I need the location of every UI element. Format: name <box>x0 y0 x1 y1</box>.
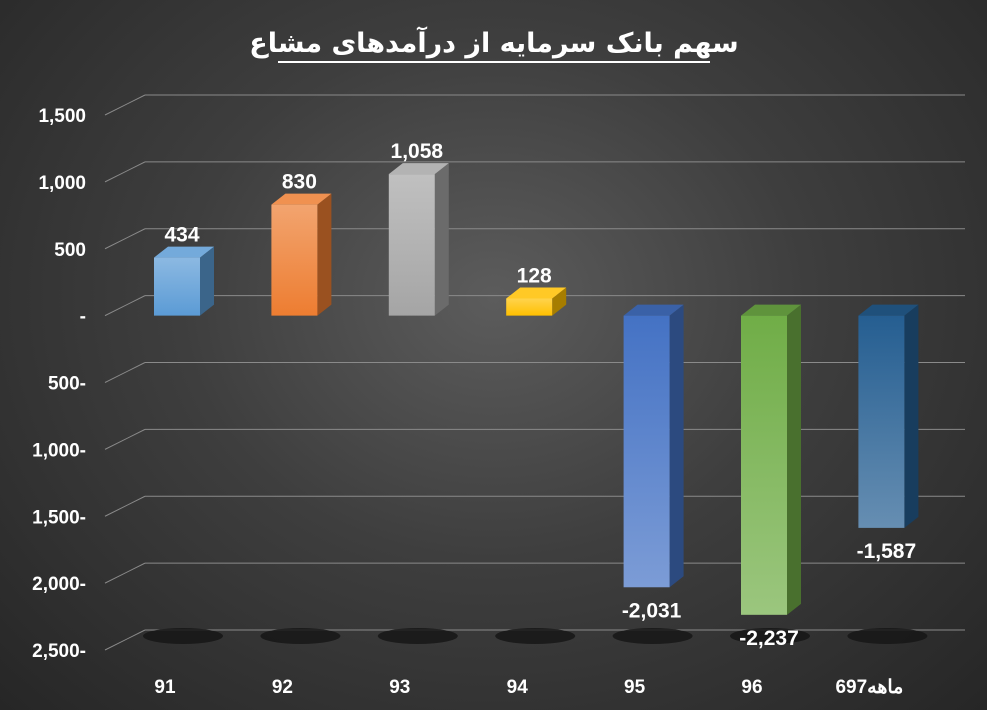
chart-title-group: سهم بانک سرمایه از درآمدهای مشاع <box>249 26 739 63</box>
y-tick-label: 1,000- <box>32 440 86 461</box>
gridline <box>104 562 965 584</box>
y-tick-label: 500- <box>48 374 86 395</box>
bar-shadow <box>495 628 576 644</box>
x-category-label: 93 <box>389 677 410 698</box>
bars <box>154 163 919 615</box>
gridline <box>104 362 965 383</box>
x-category-label: 6ماهه97 <box>835 677 903 698</box>
y-tick-label: 1,000 <box>38 173 86 194</box>
gridline <box>104 94 965 116</box>
y-tick-label: - <box>80 307 86 328</box>
data-label: 1,058 <box>391 140 444 163</box>
bar-shadow <box>847 628 928 644</box>
gridline <box>104 228 965 250</box>
x-category-label: 96 <box>741 677 762 698</box>
bar <box>623 304 684 588</box>
y-tick-label: 1,500 <box>38 106 86 127</box>
gridline <box>104 428 965 450</box>
y-tick-label: 2,000- <box>32 574 86 595</box>
y-tick-label: 1,500- <box>32 507 86 528</box>
bar-shadow <box>143 628 223 644</box>
y-axis-tick-labels: 1,5001,000500-500-1,000-1,500-2,000-2,50… <box>32 106 86 662</box>
bar <box>741 304 801 615</box>
bar-shadow <box>377 628 458 644</box>
gridlines <box>104 94 965 651</box>
bar <box>154 246 214 316</box>
bar-shadow <box>730 628 810 644</box>
y-tick-label: 2,500- <box>32 641 86 662</box>
bar <box>271 193 332 316</box>
x-axis-category-labels: 91 92 93 94 95 96 6ماهه97 <box>154 677 903 698</box>
x-category-label: 92 <box>272 677 293 698</box>
chart-title: سهم بانک سرمایه از درآمدهای مشاع <box>249 26 738 59</box>
data-label: 434 <box>164 224 199 247</box>
gridline <box>104 161 965 183</box>
gridline <box>104 495 965 517</box>
data-label: 128 <box>517 265 552 288</box>
x-category-label: 94 <box>507 677 529 698</box>
data-label: 830 <box>282 171 317 194</box>
data-label: -2,237 <box>739 627 799 650</box>
x-category-label: 95 <box>624 677 646 698</box>
bar-shadow <box>612 628 693 644</box>
data-labels: 434 830 1,058 128 -2,031 -2,237 -1,587 <box>164 140 916 650</box>
data-label: -2,031 <box>622 599 682 622</box>
x-category-label: 91 <box>154 677 176 698</box>
bar <box>388 163 449 316</box>
bar <box>858 304 919 528</box>
bar-floor-shadows <box>143 628 928 644</box>
y-tick-label: 500 <box>54 240 86 261</box>
bar-shadow <box>260 628 341 644</box>
data-label: -1,587 <box>857 540 917 563</box>
bar <box>506 287 567 316</box>
